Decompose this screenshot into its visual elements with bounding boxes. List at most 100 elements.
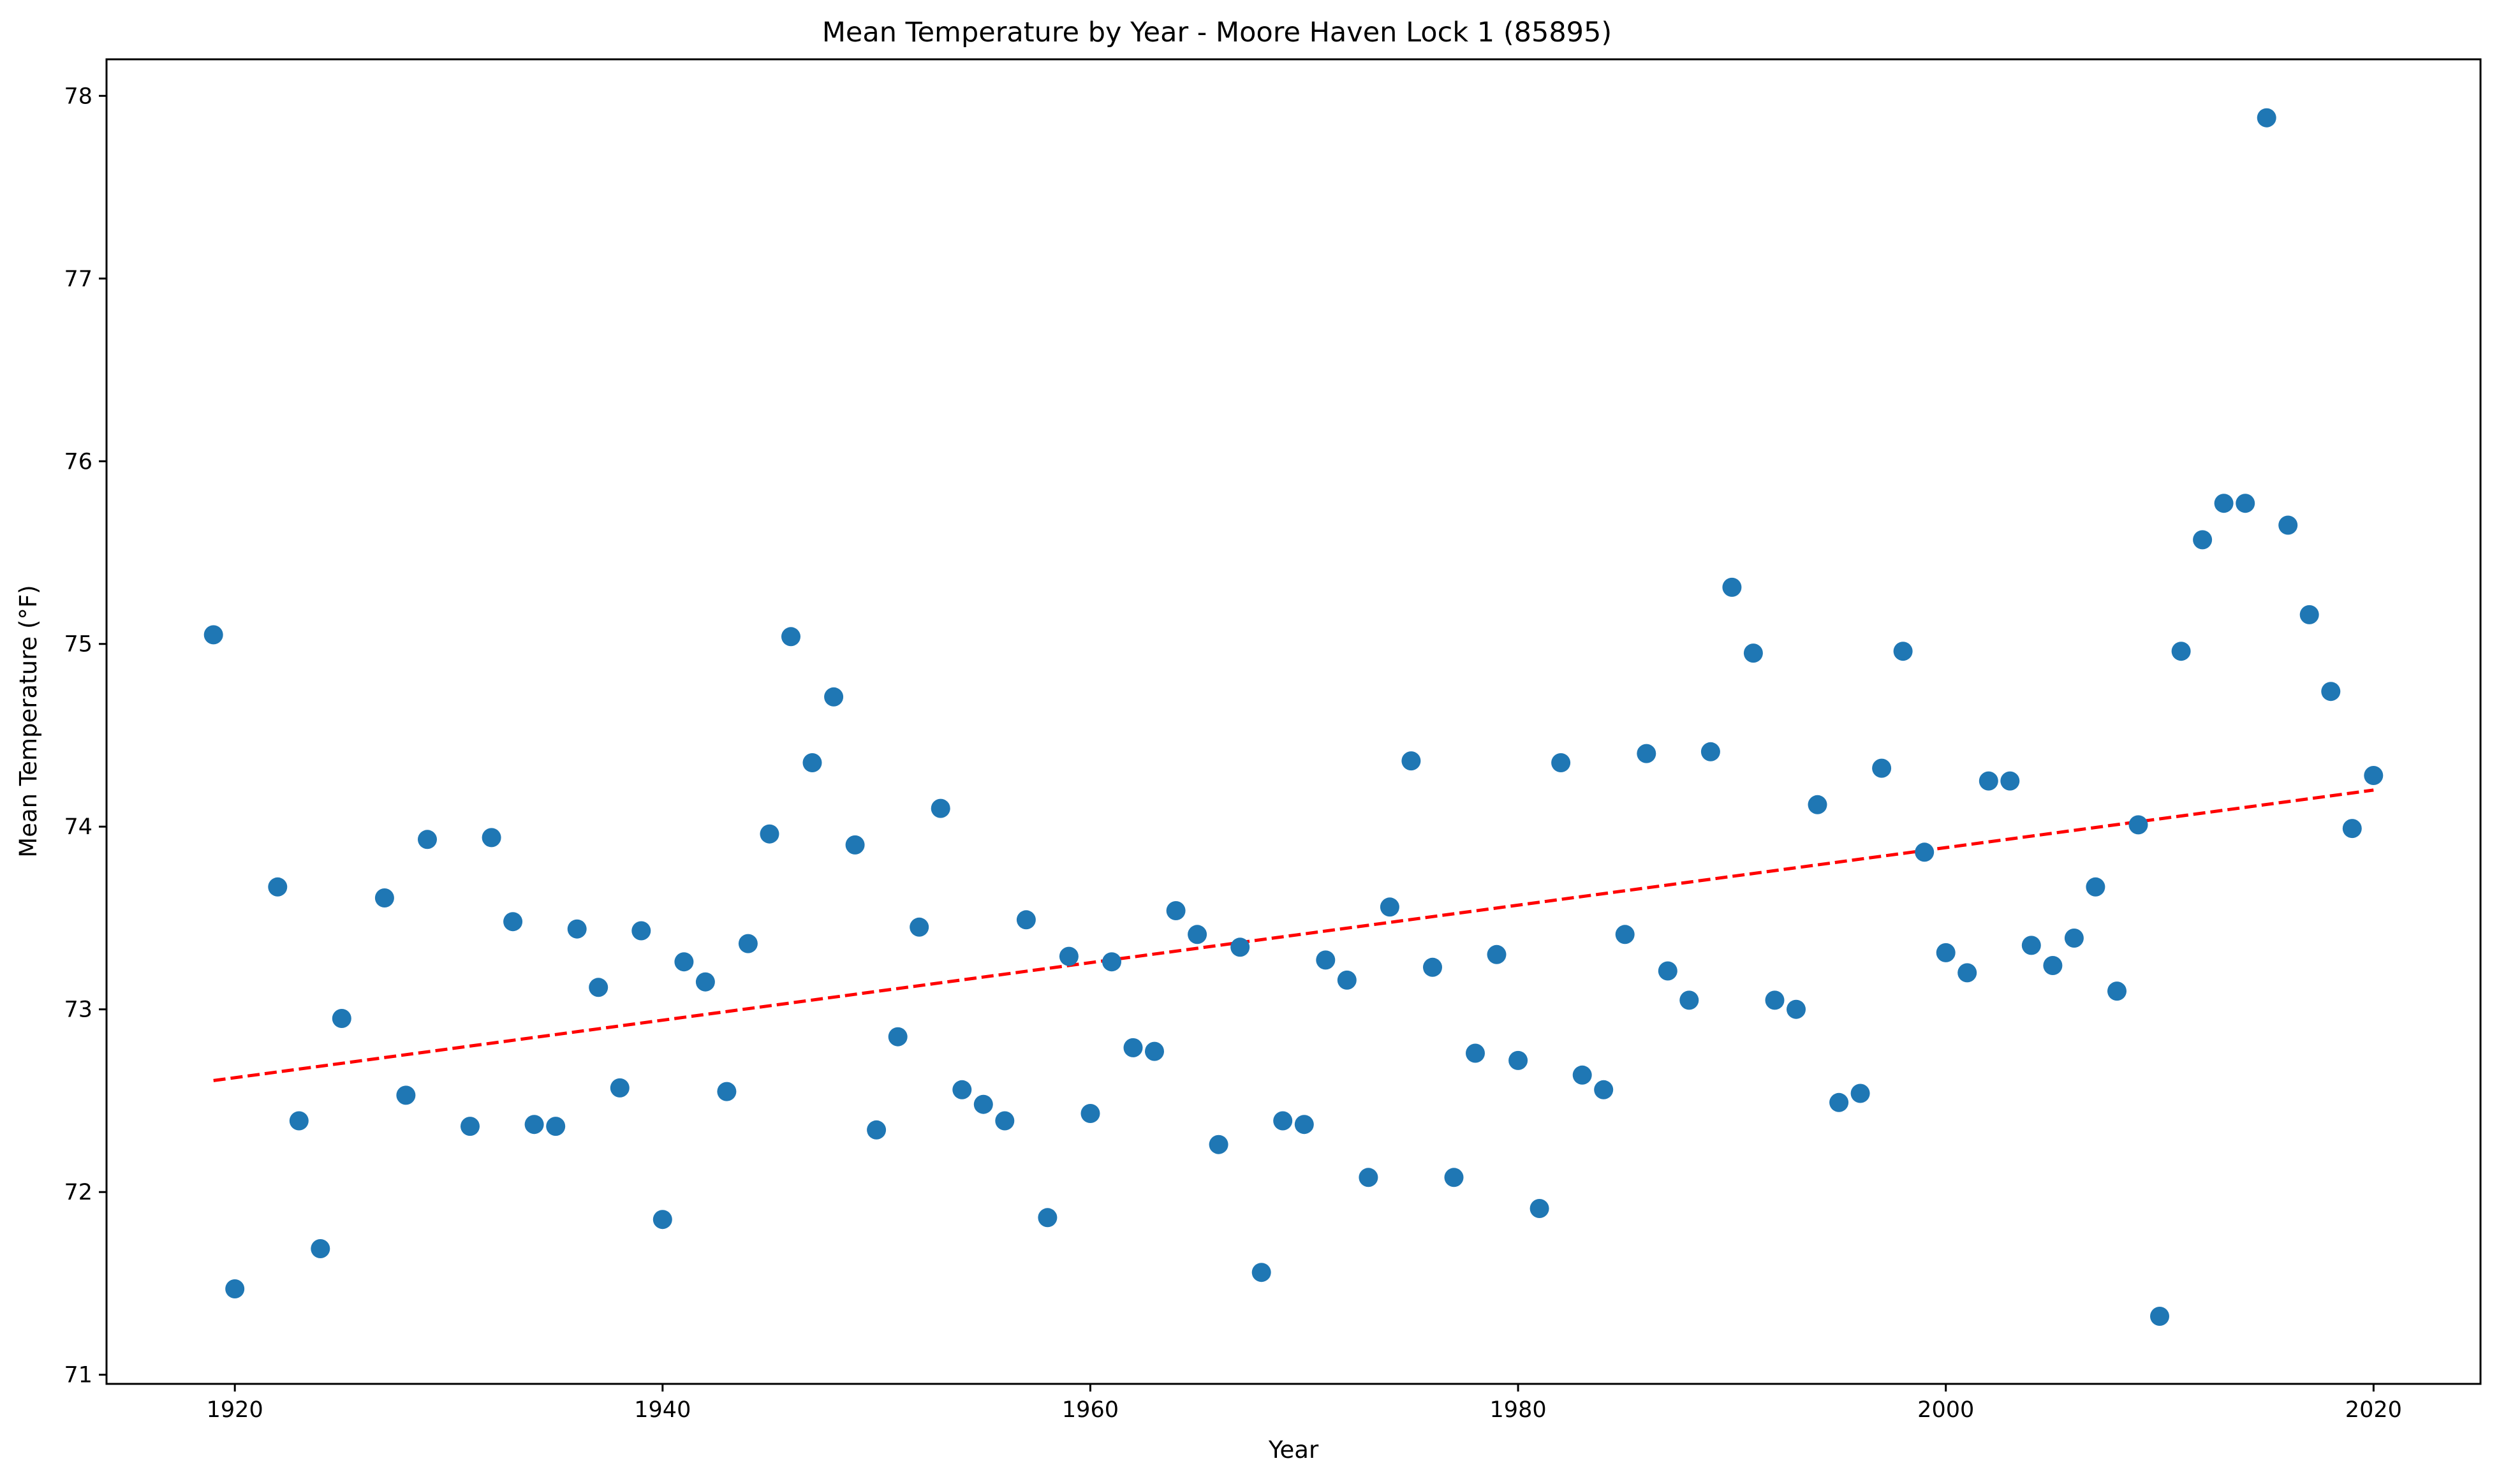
data-point: [1401, 751, 1421, 771]
data-point: [396, 1085, 416, 1105]
data-point: [1209, 1135, 1228, 1154]
y-tick-label: 78: [64, 84, 92, 109]
data-point: [973, 1094, 993, 1114]
data-point: [2236, 494, 2255, 513]
data-point: [589, 978, 608, 997]
y-tick-label: 76: [64, 449, 92, 474]
data-point: [225, 1279, 245, 1298]
data-points: [203, 108, 2384, 1326]
x-axis-label: Year: [1268, 1436, 1319, 1464]
x-tick-label: 2000: [1917, 1397, 1974, 1423]
y-tick-label: 72: [64, 1180, 92, 1205]
data-point: [1230, 937, 1250, 957]
data-point: [2064, 929, 2084, 948]
data-point: [995, 1111, 1015, 1131]
x-tick-label: 1960: [1062, 1397, 1119, 1423]
data-point: [1016, 910, 1036, 930]
data-point: [1808, 795, 1827, 814]
data-point: [374, 888, 394, 907]
data-point: [1551, 753, 1571, 772]
data-point: [888, 1027, 908, 1047]
data-point: [1038, 1208, 1058, 1228]
data-point: [1508, 1050, 1528, 1070]
data-point: [567, 919, 587, 939]
data-point: [1102, 952, 1121, 972]
data-point: [2214, 494, 2234, 513]
data-point: [482, 828, 501, 848]
data-point: [2321, 682, 2341, 702]
data-point: [289, 1111, 309, 1131]
data-point: [1145, 1041, 1164, 1061]
data-point: [1423, 957, 1442, 977]
data-point: [2043, 956, 2063, 975]
data-point: [1337, 970, 1357, 990]
data-point: [203, 625, 223, 645]
data-point: [717, 1082, 737, 1101]
data-point: [631, 921, 651, 941]
data-point: [1080, 1104, 1100, 1123]
data-point: [1872, 758, 1892, 778]
data-point: [1936, 943, 1956, 962]
y-tick-label: 71: [64, 1363, 92, 1388]
y-tick-label: 75: [64, 632, 92, 658]
data-point: [2299, 605, 2319, 624]
data-point: [1979, 771, 1998, 791]
data-point: [546, 1117, 566, 1136]
y-axis-ticks: 71 72 73 74 75 76 77 78: [64, 84, 107, 1388]
data-point: [931, 798, 950, 818]
data-point: [1679, 990, 1699, 1010]
data-point: [1658, 961, 1677, 981]
data-point: [802, 753, 822, 772]
data-point: [1294, 1115, 1314, 1135]
data-point: [461, 1117, 480, 1136]
data-point: [1123, 1038, 1143, 1057]
data-point: [2364, 766, 2384, 785]
data-point: [2193, 530, 2213, 550]
data-point: [652, 1210, 672, 1230]
chart-title: Mean Temperature by Year - Moore Haven L…: [822, 17, 1612, 48]
data-point: [1359, 1168, 1378, 1187]
data-point: [1059, 946, 1079, 966]
data-point: [1487, 944, 1507, 964]
x-tick-label: 1940: [634, 1397, 691, 1423]
y-tick-label: 74: [64, 814, 92, 840]
data-point: [2086, 877, 2105, 897]
x-axis-ticks: 1920 1940 1960 1980 2000 2020: [207, 1384, 2402, 1423]
x-tick-label: 1920: [207, 1397, 263, 1423]
data-point: [2342, 819, 2362, 839]
data-point: [1530, 1199, 1549, 1218]
data-point: [1893, 642, 1913, 661]
data-point: [1722, 577, 1742, 597]
data-point: [674, 952, 694, 972]
data-point: [1637, 744, 1656, 763]
data-point: [2257, 108, 2276, 128]
data-point: [1166, 901, 1186, 920]
data-point: [524, 1115, 544, 1135]
data-point: [311, 1239, 330, 1258]
data-point: [1316, 950, 1336, 970]
data-point: [1380, 897, 1399, 917]
data-point: [1850, 1084, 1870, 1103]
data-point: [845, 835, 865, 855]
data-point: [2278, 515, 2298, 535]
data-point: [867, 1120, 887, 1140]
data-point: [1743, 643, 1763, 663]
data-point: [1787, 999, 1806, 1019]
data-point: [1765, 990, 1785, 1010]
data-point: [1700, 742, 1720, 761]
data-point: [738, 934, 758, 953]
trendline-layer: [213, 788, 2374, 1082]
data-point: [1957, 963, 1977, 983]
data-point: [2150, 1307, 2169, 1326]
data-point: [1466, 1043, 1485, 1063]
data-point: [2171, 642, 2191, 661]
data-point: [1615, 925, 1635, 944]
data-point: [2000, 771, 2020, 791]
x-tick-label: 1980: [1490, 1397, 1547, 1423]
data-point: [781, 627, 800, 647]
data-point: [1915, 842, 1935, 862]
data-point: [1572, 1065, 1592, 1085]
data-point: [2021, 936, 2041, 955]
data-point: [1594, 1080, 1614, 1099]
y-tick-label: 73: [64, 997, 92, 1023]
